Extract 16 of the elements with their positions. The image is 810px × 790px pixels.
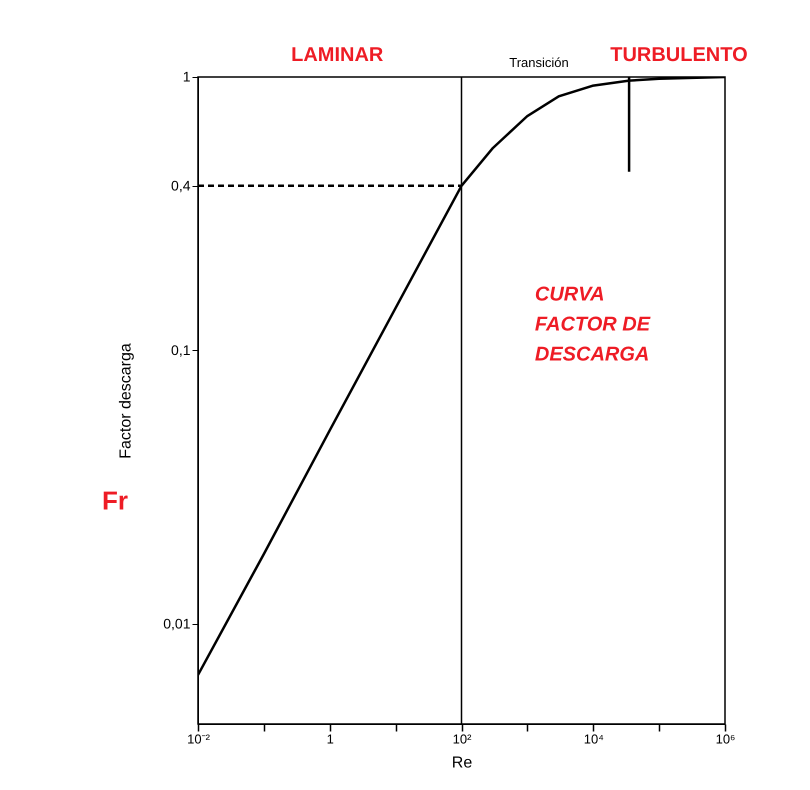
x-tick-label: 10⁻² [187, 732, 211, 746]
y-tick-label: 0,01 [163, 615, 191, 632]
text: Fr [102, 486, 128, 516]
x-tick-label: 10⁴ [584, 732, 604, 746]
y-axis-title: Factor descarga [117, 343, 134, 459]
text: TURBULENTO [610, 44, 748, 66]
text: LAMINAR [291, 44, 384, 66]
x-tick-label: 10⁶ [716, 732, 736, 746]
y-tick-label: 0,1 [171, 342, 191, 358]
y-tick-label: 0,4 [171, 177, 191, 194]
x-axis-title: Re [452, 754, 472, 772]
text: Transición [509, 55, 569, 70]
x-tick-label: 10² [452, 732, 472, 746]
y-tick-label: 1 [182, 68, 191, 84]
annotation: CURVA FACTOR DE DESCARGA [534, 284, 651, 366]
x-tick-label: 1 [326, 732, 334, 746]
